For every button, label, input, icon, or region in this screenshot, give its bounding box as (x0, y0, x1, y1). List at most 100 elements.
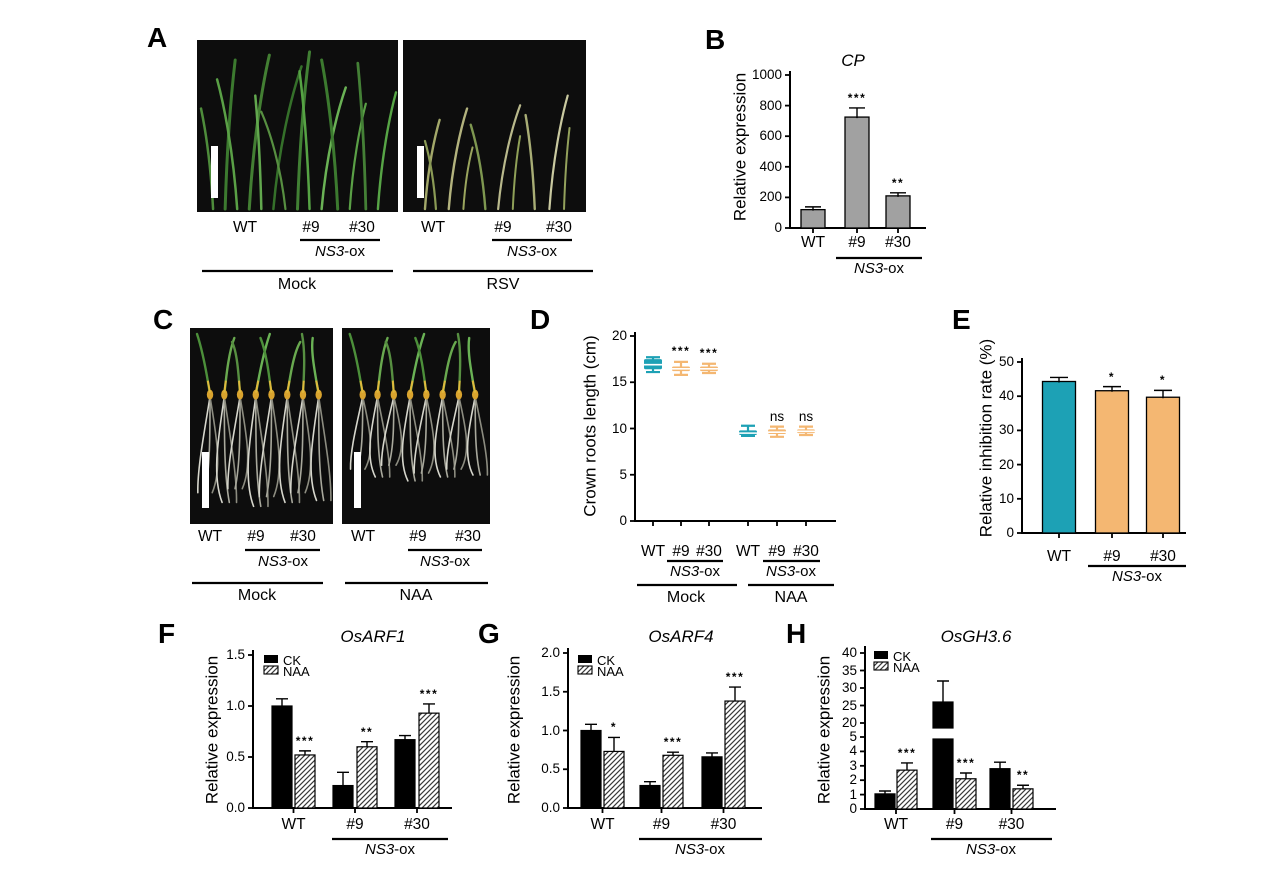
H-ox-label: NS3-ox (965, 841, 1017, 858)
C-mock-genotype-label: #9 (247, 528, 265, 545)
E-ytick: 0 (1006, 525, 1014, 540)
G-ytick: 0.0 (541, 800, 560, 815)
C-naa-ox-label: NS3-ox (419, 553, 471, 570)
G-legend-naa: NAA (597, 664, 624, 679)
y-axis-label-h: Relative expression (814, 655, 834, 805)
B-category-label: WT (800, 234, 826, 251)
D-ytick: 10 (611, 420, 627, 436)
H-ytick: 40 (841, 645, 857, 660)
F-sig: ** (360, 724, 374, 739)
panel-a-photo-mock (197, 40, 398, 212)
H-legend-naa: NAA (893, 660, 920, 675)
H-ytick: 35 (841, 662, 857, 678)
D-ox-label: NS3-ox (765, 563, 817, 580)
B-category-label: #9 (848, 234, 866, 251)
F-ytick: 1.5 (226, 647, 245, 662)
panel-c-photo-naa (342, 328, 490, 524)
H-ytick: 4 (849, 743, 857, 759)
E-ytick: 20 (998, 456, 1014, 472)
E-sig: * (1159, 373, 1167, 388)
E-ytick: 40 (998, 388, 1014, 404)
F-category-label: #30 (404, 816, 430, 833)
H-category-label: #30 (998, 816, 1025, 833)
H-category-label: #9 (945, 816, 964, 833)
B-category-label: #30 (885, 234, 911, 251)
B-ytick: 400 (759, 158, 782, 174)
panel-letter-c: C (153, 304, 174, 335)
panel-letter-d: D (530, 304, 551, 335)
E-category-label: #9 (1103, 548, 1121, 565)
D-ytick: 5 (619, 466, 627, 482)
F-ytick: 0.0 (226, 800, 245, 815)
D-sig: ns (798, 408, 814, 424)
D-treatment-label: NAA (774, 589, 808, 606)
B-ytick: 800 (759, 97, 782, 113)
panel-c-photo-mock (190, 328, 333, 524)
F-sig: *** (419, 686, 439, 701)
H-sig: ** (1016, 768, 1030, 783)
A-mock-genotype-label: WT (232, 219, 258, 236)
H-ytick: 30 (841, 680, 857, 695)
y-axis-label-d: Crown roots length (cm) (580, 335, 600, 517)
E-sig: * (1108, 369, 1116, 384)
panel-letter-g: G (478, 618, 500, 649)
A-mock-genotype-label: #30 (349, 219, 375, 236)
D-sig: ns (769, 408, 785, 424)
G-sig: *** (663, 735, 683, 750)
B-ytick: 0 (774, 220, 782, 235)
G-category-label: #9 (652, 816, 671, 833)
B-ytick: 200 (759, 189, 782, 205)
chart-title-cp: CP (841, 51, 865, 70)
G-sig: *** (725, 670, 745, 685)
A-rsv-treatment-label: RSV (486, 276, 520, 293)
C-mock-treatment-label: Mock (237, 587, 277, 604)
H-sig: *** (897, 745, 917, 760)
C-mock-genotype-label: WT (197, 528, 223, 545)
C-mock-ox-label: NS3-ox (257, 553, 309, 570)
G-ytick: 1.5 (541, 683, 560, 699)
F-legend-naa: NAA (283, 664, 310, 679)
D-ytick: 15 (611, 374, 627, 390)
D-category-label: #30 (793, 543, 819, 560)
chart-title-osgh36: OsGH3.6 (940, 627, 1012, 646)
A-mock-genotype-label: #9 (302, 219, 320, 236)
D-category-label: #30 (696, 543, 722, 560)
B-ox-label: NS3-ox (853, 260, 905, 277)
H-sig: *** (956, 756, 976, 770)
D-sig: *** (671, 343, 691, 358)
A-rsv-ox-label: NS3-ox (506, 243, 558, 260)
G-legend-ck: CK (597, 653, 616, 668)
E-ox-label: NS3-ox (1111, 568, 1163, 585)
C-naa-genotype-label: #30 (455, 528, 481, 545)
D-category-label: WT (735, 543, 761, 560)
y-axis-label-b: Relative expression (730, 72, 750, 222)
B-ytick: 1000 (751, 67, 782, 82)
B-sig: ** (891, 175, 905, 190)
panel-letter-e: E (952, 304, 971, 335)
D-ox-label: NS3-ox (669, 563, 721, 580)
F-category-label: #9 (346, 816, 364, 833)
G-ytick: 2.0 (541, 645, 560, 660)
E-ytick: 50 (998, 354, 1014, 369)
D-treatment-label: Mock (666, 589, 706, 606)
D-ytick: 0 (619, 513, 627, 528)
B-ytick: 600 (759, 128, 782, 144)
H-ytick: 2 (849, 772, 857, 788)
A-mock-ox-label: NS3-ox (314, 243, 366, 260)
y-axis-label-e: Relative inhibition rate (%) (976, 338, 996, 538)
F-category-label: WT (281, 816, 306, 833)
H-ytick: 25 (841, 697, 857, 713)
panel-letter-b: B (705, 24, 726, 55)
E-ytick: 30 (998, 422, 1014, 438)
E-category-label: WT (1046, 548, 1072, 565)
D-category-label: #9 (672, 543, 690, 560)
H-ytick: 3 (849, 757, 857, 773)
G-ox-label: NS3-ox (674, 841, 726, 858)
F-sig: *** (295, 733, 315, 748)
y-axis-label-f: Relative expression (202, 655, 222, 805)
panel-letter-a: A (147, 22, 168, 53)
H-ytick: 5 (849, 729, 857, 744)
C-naa-genotype-label: #9 (409, 528, 427, 545)
H-ytick: 0 (849, 801, 857, 816)
